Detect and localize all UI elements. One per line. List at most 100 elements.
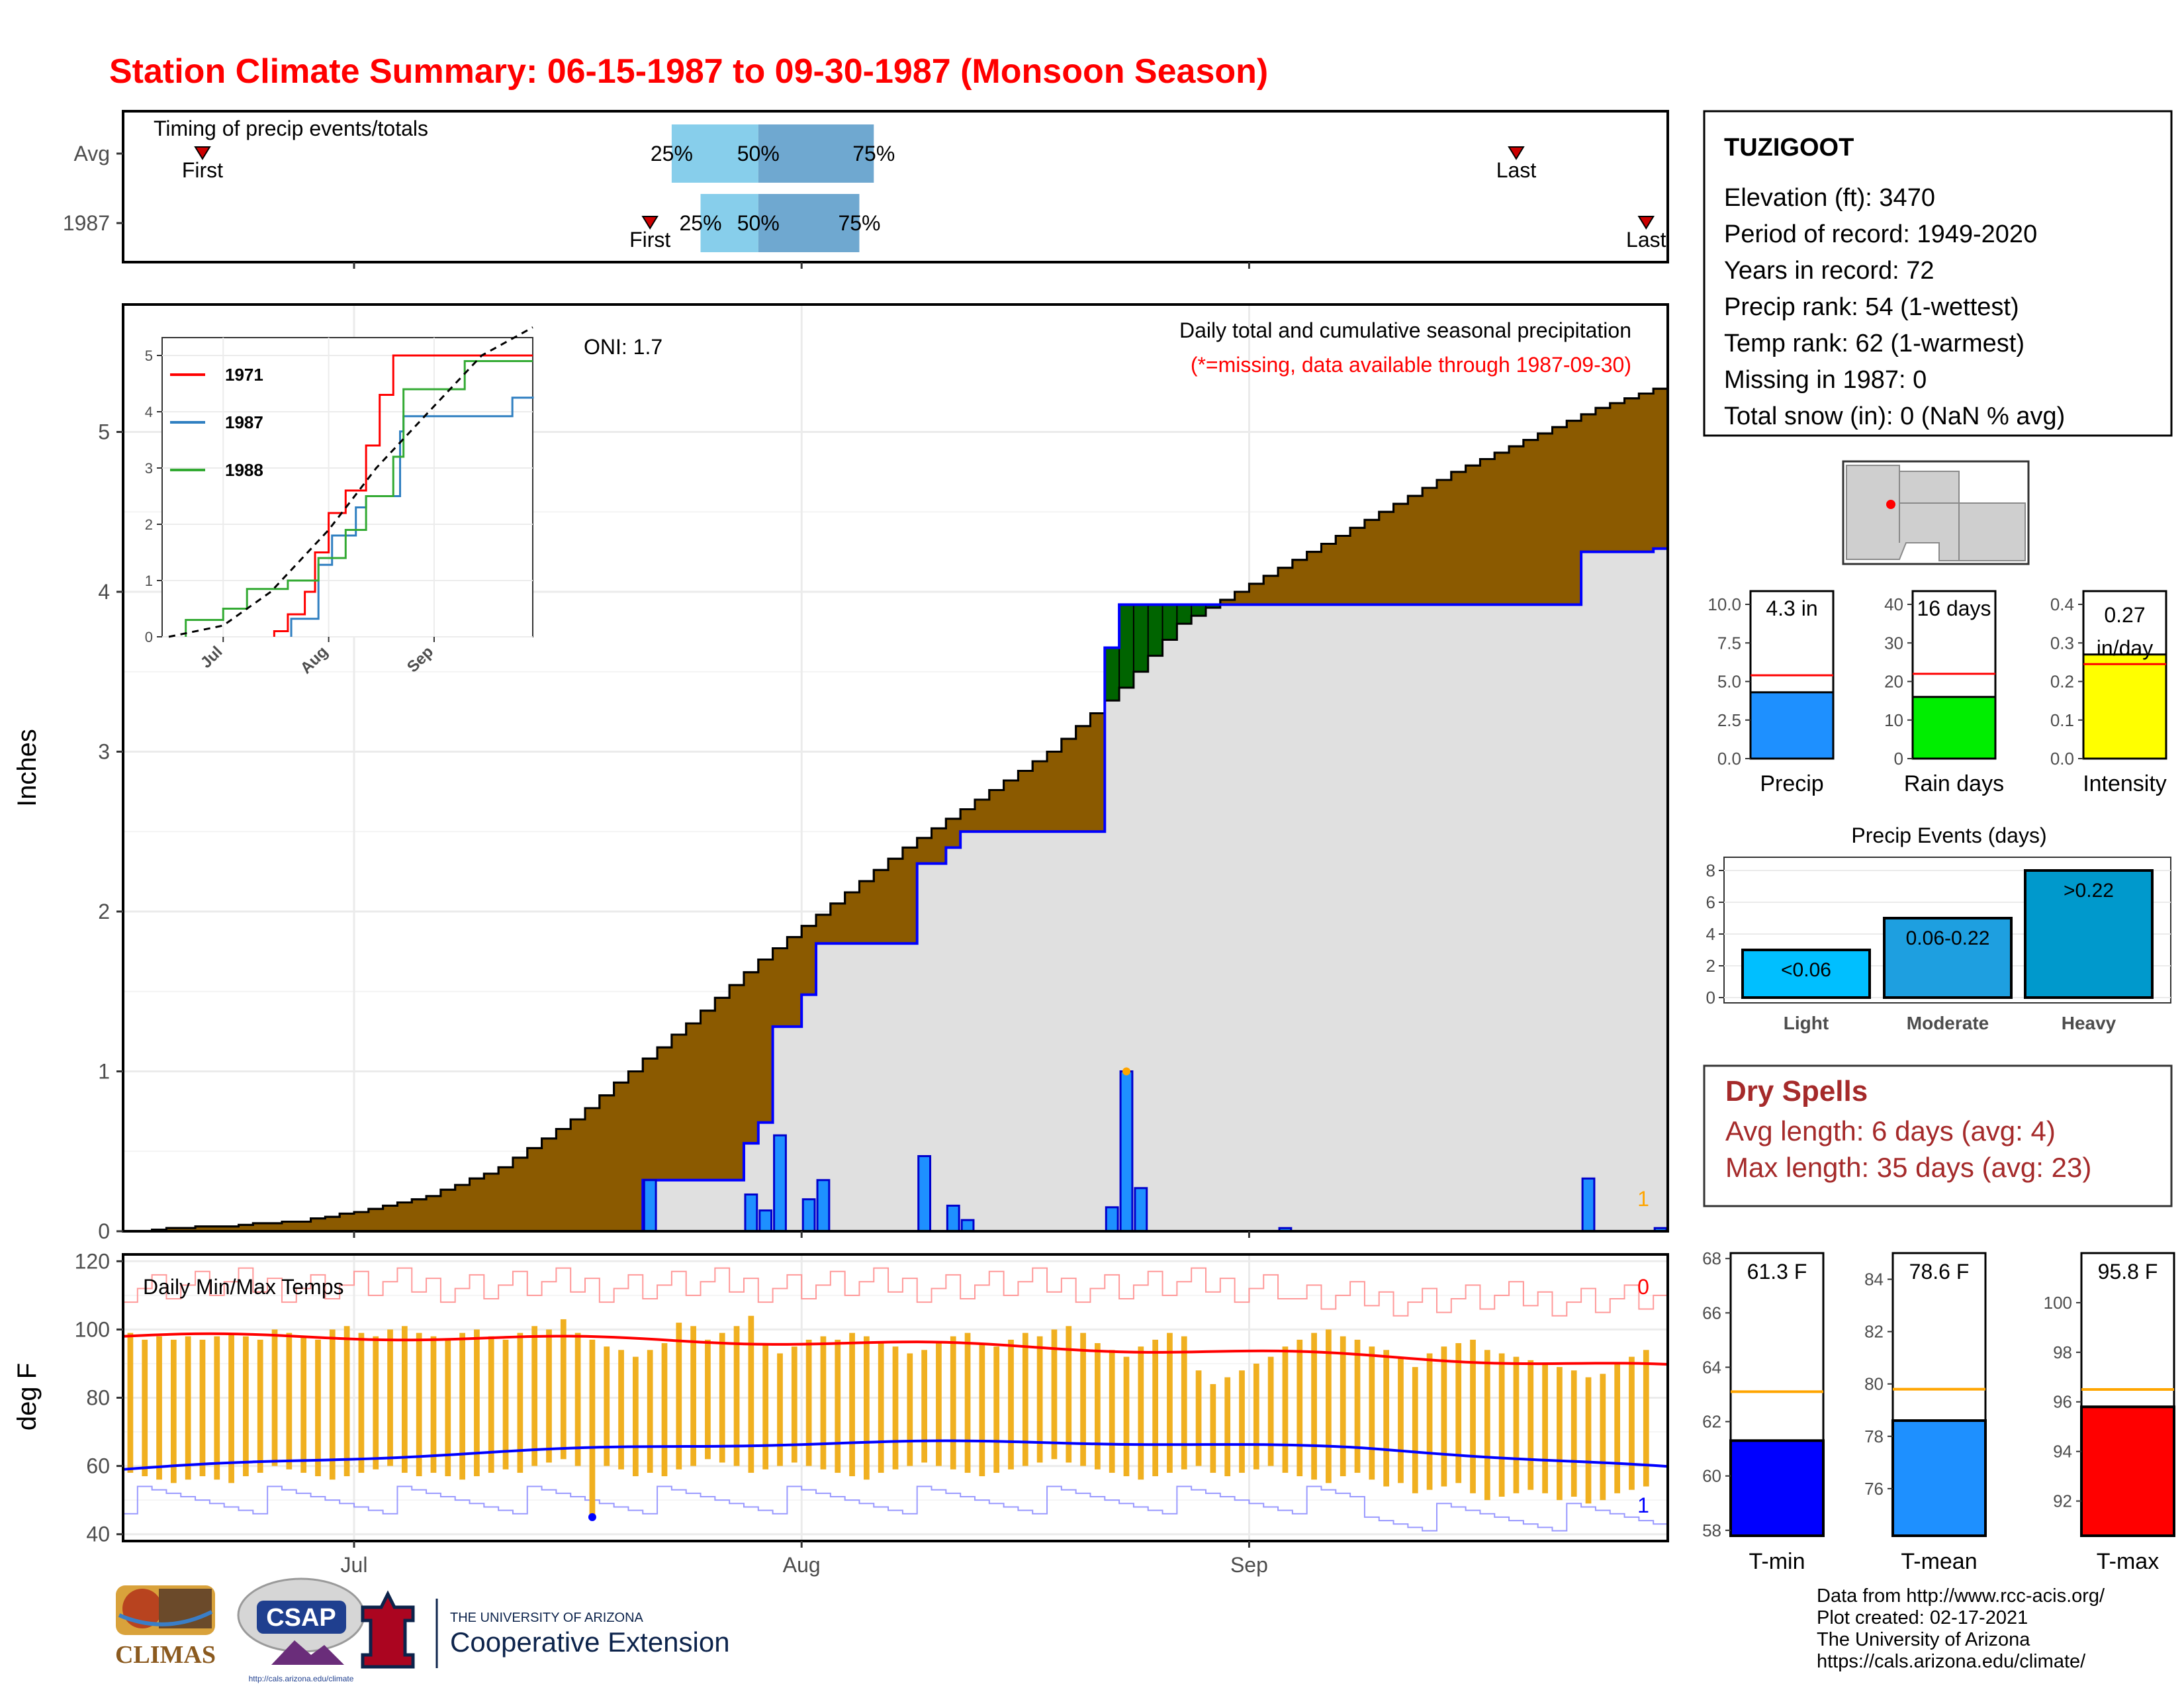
event-bar — [2024, 869, 2154, 999]
daily-precip-bar — [801, 1198, 816, 1233]
daily-precip-bar — [917, 1154, 932, 1233]
station-info-line: Elevation (ft): 3470 — [1724, 184, 1935, 212]
station-name: TUZIGOOT — [1724, 134, 1854, 162]
small-bar-y-tick-label: 0 — [1894, 749, 1903, 769]
daily-temp-range-bar — [358, 1333, 365, 1473]
avg-cumulative-line — [123, 387, 1668, 1233]
daily-temp-range-bar — [1066, 1326, 1072, 1463]
events-y-tick-label: 8 — [1706, 861, 1715, 880]
footer-line: Data from http://www.rcc-acis.org/ — [1817, 1585, 2105, 1607]
timing-row-label: 1987 — [63, 211, 110, 235]
last-event-label: Last — [1626, 228, 1666, 252]
daily-precip-bar — [1119, 1070, 1134, 1233]
small-bar-y-tick-label: 0.0 — [2050, 749, 2074, 769]
daily-temp-range-bar — [142, 1339, 148, 1477]
dry-spells-box: Dry Spells Avg length: 6 days (avg: 4) M… — [1703, 1064, 2173, 1207]
daily-temp-range-bar — [1195, 1370, 1202, 1466]
temp-y-tick-label: 120 — [75, 1249, 110, 1273]
daily-temp-range-bar — [661, 1343, 668, 1477]
temp-y-tick-label: 80 — [86, 1386, 110, 1410]
daily-temp-range-bar — [1167, 1333, 1173, 1473]
daily-temp-range-bar — [1123, 1356, 1130, 1477]
daily-temp-range-bar — [416, 1333, 422, 1477]
daily-temp-range-bar — [647, 1350, 653, 1473]
small-bar-y-tick-label: 20 — [1884, 672, 1903, 692]
footer-line: The University of Arizona — [1817, 1629, 2030, 1650]
event-category-label: Heavy — [2062, 1013, 2116, 1033]
temp-bar-y-tick-label: 98 — [2053, 1342, 2072, 1362]
daily-temp-range-bar — [185, 1336, 191, 1480]
last-event-marker — [1637, 216, 1655, 230]
first-event-label: First — [182, 158, 223, 182]
daily-temp-range-bar — [1267, 1356, 1274, 1466]
daily-temp-range-bar — [286, 1333, 293, 1470]
daily-precip-bar — [1105, 1206, 1119, 1233]
inset-series-1971 — [273, 354, 533, 637]
missing-annotation: (*=missing, data available through 1987-… — [1191, 353, 1631, 377]
inset-series-avg — [168, 326, 533, 638]
daily-temp-range-bar — [1383, 1350, 1390, 1487]
daily-temp-range-bar — [387, 1329, 393, 1466]
temp-x-tick-label: Aug — [783, 1553, 821, 1577]
daily-temp-range-bar — [1152, 1339, 1158, 1477]
daily-temp-range-bar — [690, 1326, 696, 1466]
daily-temp-range-bar — [1224, 1377, 1231, 1477]
daily-temp-range-bar — [921, 1350, 927, 1463]
temp-bar-value — [2080, 1405, 2175, 1537]
small-bar-y-tick-label: 7.5 — [1717, 633, 1741, 653]
inset-legend-label: 1988 — [225, 460, 263, 480]
daily-temp-range-bar — [1426, 1353, 1433, 1490]
precip-events-chart: Precip Events (days) 0 2 4 6 8 <0.06 Light 0.06… — [1706, 823, 2171, 1033]
temp-bar-y-tick-label: 66 — [1702, 1303, 1721, 1323]
daily-temp-range-bar — [864, 1336, 870, 1480]
daily-temp-range-bar — [964, 1333, 971, 1473]
footer-line: https://cals.arizona.edu/climate/ — [1817, 1651, 2086, 1672]
daily-temp-range-bar — [401, 1326, 408, 1473]
station-info-line: Years in record: 72 — [1724, 257, 1934, 285]
main-precip-panel: 0 1 2 3 4 5 ONI: 1.7 Daily total and cumulati… — [13, 303, 1669, 1243]
avg-tmin-line — [122, 1439, 1668, 1471]
daily-temp-range-bar — [993, 1346, 1000, 1473]
daily-temp-range-bar — [1629, 1356, 1635, 1490]
first-event-marker — [641, 216, 659, 230]
daily-temp-range-bar — [1340, 1336, 1346, 1477]
temp-bar-y-tick-label: 100 — [2044, 1293, 2072, 1313]
inset-y-tick-label: 0 — [145, 629, 153, 645]
temp-panel: 40 60 80 100 120 Jul Aug Sep Daily Min/Max Temp… — [13, 1249, 1669, 1577]
daily-temp-range-bar — [1036, 1336, 1043, 1463]
daily-temp-range-bar — [705, 1339, 711, 1460]
ua-small-text: THE UNIVERSITY OF ARIZONA — [450, 1611, 644, 1625]
daily-temp-range-bar — [1585, 1377, 1592, 1504]
daily-temp-range-bar — [1412, 1367, 1418, 1493]
daily-temp-range-bar — [791, 1346, 797, 1463]
temp-bar-y-tick-label: 64 — [1702, 1357, 1721, 1377]
university-logo: THE UNIVERSITY OF ARIZONA Cooperative Ex… — [361, 1590, 730, 1669]
daily-temp-range-bar — [300, 1336, 307, 1473]
small-bar-label: Precip — [1760, 771, 1823, 796]
small-bar-y-tick-label: 0.0 — [1717, 749, 1741, 769]
daily-temp-range-bar — [936, 1343, 942, 1466]
temp-bar-y-tick-label: 68 — [1702, 1248, 1721, 1268]
event-bar-label: 0.06-0.22 — [1906, 927, 1990, 949]
daily-temp-range-bar — [1513, 1356, 1520, 1493]
daily-temp-range-bar — [1311, 1333, 1317, 1480]
timing-heading: Timing of precip events/totals — [154, 117, 428, 140]
daily-temp-range-bar — [373, 1336, 379, 1470]
daily-temp-range-bar — [517, 1333, 523, 1473]
daily-temp-range-bar — [574, 1333, 581, 1466]
small-bar-value — [1749, 691, 1835, 760]
temp-bar-y-tick-label: 80 — [1864, 1374, 1884, 1394]
event-bar — [1741, 949, 1871, 999]
temp-bar-value-label: 61.3 F — [1747, 1260, 1807, 1284]
temp-count-top: 0 — [1637, 1275, 1649, 1299]
footer-credits: Data from http://www.rcc-acis.org/Plot c… — [1817, 1585, 2105, 1672]
y-tick-label: 0 — [98, 1219, 110, 1243]
daily-temp-range-bar — [1138, 1346, 1144, 1480]
daily-temp-range-bar — [127, 1333, 134, 1473]
small-bar-y-tick-label: 10 — [1884, 710, 1903, 730]
small-bar-y-tick-label: 10.0 — [1707, 594, 1741, 614]
y-tick-label: 1 — [98, 1060, 110, 1084]
inset-frame — [161, 337, 533, 637]
temp-bar-value — [1729, 1439, 1825, 1538]
inset-y-tick-label: 5 — [145, 348, 153, 364]
